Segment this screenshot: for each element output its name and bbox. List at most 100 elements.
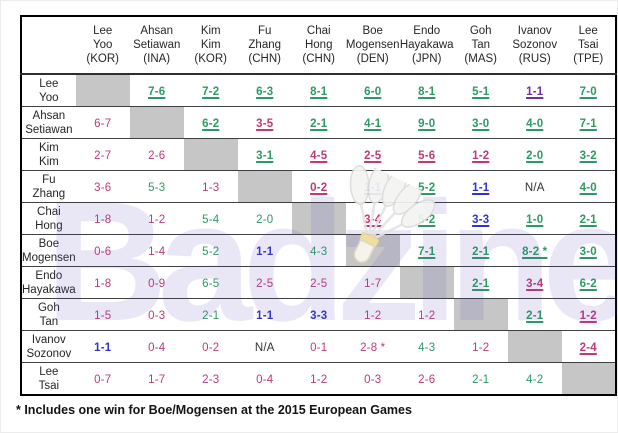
score: 7-6 [148, 85, 166, 98]
score: 2-6 [418, 373, 436, 386]
column-header-line: Kim [200, 25, 221, 37]
h2h-cell: 7-1 [561, 106, 616, 139]
score: 2-1 [202, 309, 220, 322]
h2h-cell: 3-3 [453, 202, 508, 235]
h2h-cell: 6-7 [75, 106, 130, 139]
row-header-line: Lee [39, 77, 59, 90]
column-header-line: (KOR) [194, 53, 228, 65]
score: 2-1 [310, 117, 328, 130]
h2h-cell: 3-1 [237, 138, 292, 171]
h2h-cell: 1-7 [129, 362, 184, 396]
score: 1-2 [418, 309, 436, 322]
score: 2-7 [94, 149, 112, 162]
score: 4-0 [526, 117, 544, 130]
row-header-line: Lee [39, 365, 59, 378]
score: 1-7 [364, 277, 382, 290]
score: 2-0 [256, 213, 274, 226]
score: 2-5 [256, 277, 274, 290]
h2h-cell: 2-3 [183, 362, 238, 396]
h2h-cell: 2-5 [237, 266, 292, 299]
diagonal-cell [237, 170, 292, 203]
h2h-table: Lee Yoo (KOR) Ahsan Setiawan (INA) Kim Kim (KOR)… [20, 15, 617, 396]
h2h-cell: 4-0 [507, 106, 562, 139]
score: 6-0 [364, 85, 382, 98]
diagonal-cell [345, 234, 400, 267]
h2h-cell: 2-0 [507, 138, 562, 171]
column-header: Fu Zhang (CHN) [237, 16, 292, 75]
diagonal-cell [75, 74, 130, 107]
score: 1-1 [526, 85, 544, 98]
h2h-cell: 6-2 [183, 106, 238, 139]
score: 2-5 [310, 277, 328, 290]
score: 2-0 [526, 149, 544, 162]
row-header-line: Mogensen [22, 251, 76, 264]
score: 4-5 [310, 149, 328, 162]
h2h-cell: 7-1 [399, 234, 454, 267]
score: 1-2 [364, 309, 382, 322]
h2h-cell: 2-1 [561, 202, 616, 235]
score: 8-2 * [522, 245, 548, 258]
table-row: Ivanov Sozonov 1-1 0-4 0-2 N/A 0-1 2-8 * 4-3 1-2 2… [21, 330, 616, 363]
column-header-line: Tsai [577, 39, 599, 51]
score: 4-3 [418, 341, 436, 354]
column-header: Endo Hayakawa (JPN) [399, 16, 454, 75]
score: 3-3 [310, 309, 328, 322]
h2h-cell: 2-6 [129, 138, 184, 171]
h2h-cell: 2-7 [75, 138, 130, 171]
row-header: Ahsan Setiawan [21, 106, 76, 139]
row-header-line: Sozonov [26, 347, 72, 360]
score: 3-0 [579, 245, 597, 258]
h2h-cell: 3-5 [237, 106, 292, 139]
h2h-cell: 0-3 [129, 298, 184, 331]
h2h-cell: 1-0 [507, 202, 562, 235]
h2h-cell: 2-0 [237, 202, 292, 235]
h2h-cell: N/A [507, 170, 562, 203]
row-header-line: Kim [38, 155, 59, 168]
score: 4-1 [364, 117, 382, 130]
score: 1-3 [202, 181, 220, 194]
score: 1-1 [256, 245, 274, 258]
h2h-cell: 7-0 [561, 74, 616, 107]
column-header-line: Kim [200, 39, 221, 51]
score: 5-3 [148, 181, 166, 194]
h2h-cell: 1-2 [345, 298, 400, 331]
score: 3-6 [94, 181, 112, 194]
h2h-cell: 3-3 [291, 298, 346, 331]
score: 2-6 [148, 149, 166, 162]
column-header-line: (CHN) [302, 53, 335, 65]
score: 6-5 [202, 277, 220, 290]
column-header: Lee Yoo (KOR) [75, 16, 130, 75]
h2h-cell: 4-2 [507, 362, 562, 396]
h2h-cell: 1-2 [399, 298, 454, 331]
h2h-cell: 3-6 [75, 170, 130, 203]
h2h-cell: 1-2 [129, 202, 184, 235]
h2h-cell: 6-3 [237, 74, 292, 107]
score: 2-1 [472, 277, 490, 290]
score: 3-2 [579, 149, 597, 162]
row-header-line: Tsai [38, 379, 60, 392]
h2h-cell: 2-4 [561, 330, 616, 363]
score: 7-1 [579, 117, 597, 130]
table-row: Boe Mogensen 0-6 1-4 5-2 1-1 4-3 7-1 2-1 8-2 * 3-0 [21, 234, 616, 267]
score: 3-3 [472, 213, 490, 226]
column-header-line: (JPN) [412, 53, 442, 65]
score: 3-5 [256, 117, 274, 130]
score: 1-4 [148, 245, 166, 258]
score: 3-0 [472, 117, 490, 130]
score: 4-0 [579, 181, 597, 194]
h2h-cell: 0-2 [291, 170, 346, 203]
row-header-line: Fu [42, 173, 56, 186]
score: 5-2 [202, 245, 220, 258]
table-row: Lee Yoo 7-6 7-2 6-3 8-1 6-0 8-1 5-1 1-1 7-0 [21, 74, 616, 107]
h2h-cell: 6-2 [561, 266, 616, 299]
column-header-line: (RUS) [518, 53, 551, 65]
table-row: Ahsan Setiawan 6-7 6-2 3-5 2-1 4-1 9-0 3-0 4-0 7-1 [21, 106, 616, 139]
h2h-cell: 0-3 [345, 362, 400, 396]
column-header-line: Lee [93, 25, 113, 37]
score: 4-2 [526, 373, 544, 386]
diagonal-cell [129, 106, 184, 139]
score: 3-1 [256, 149, 274, 162]
diagonal-cell [561, 362, 616, 396]
score: 0-2 [310, 181, 328, 194]
table-row: Goh Tan 1-5 0-3 2-1 1-1 3-3 1-2 1-2 2-1 1-2 [21, 298, 616, 331]
